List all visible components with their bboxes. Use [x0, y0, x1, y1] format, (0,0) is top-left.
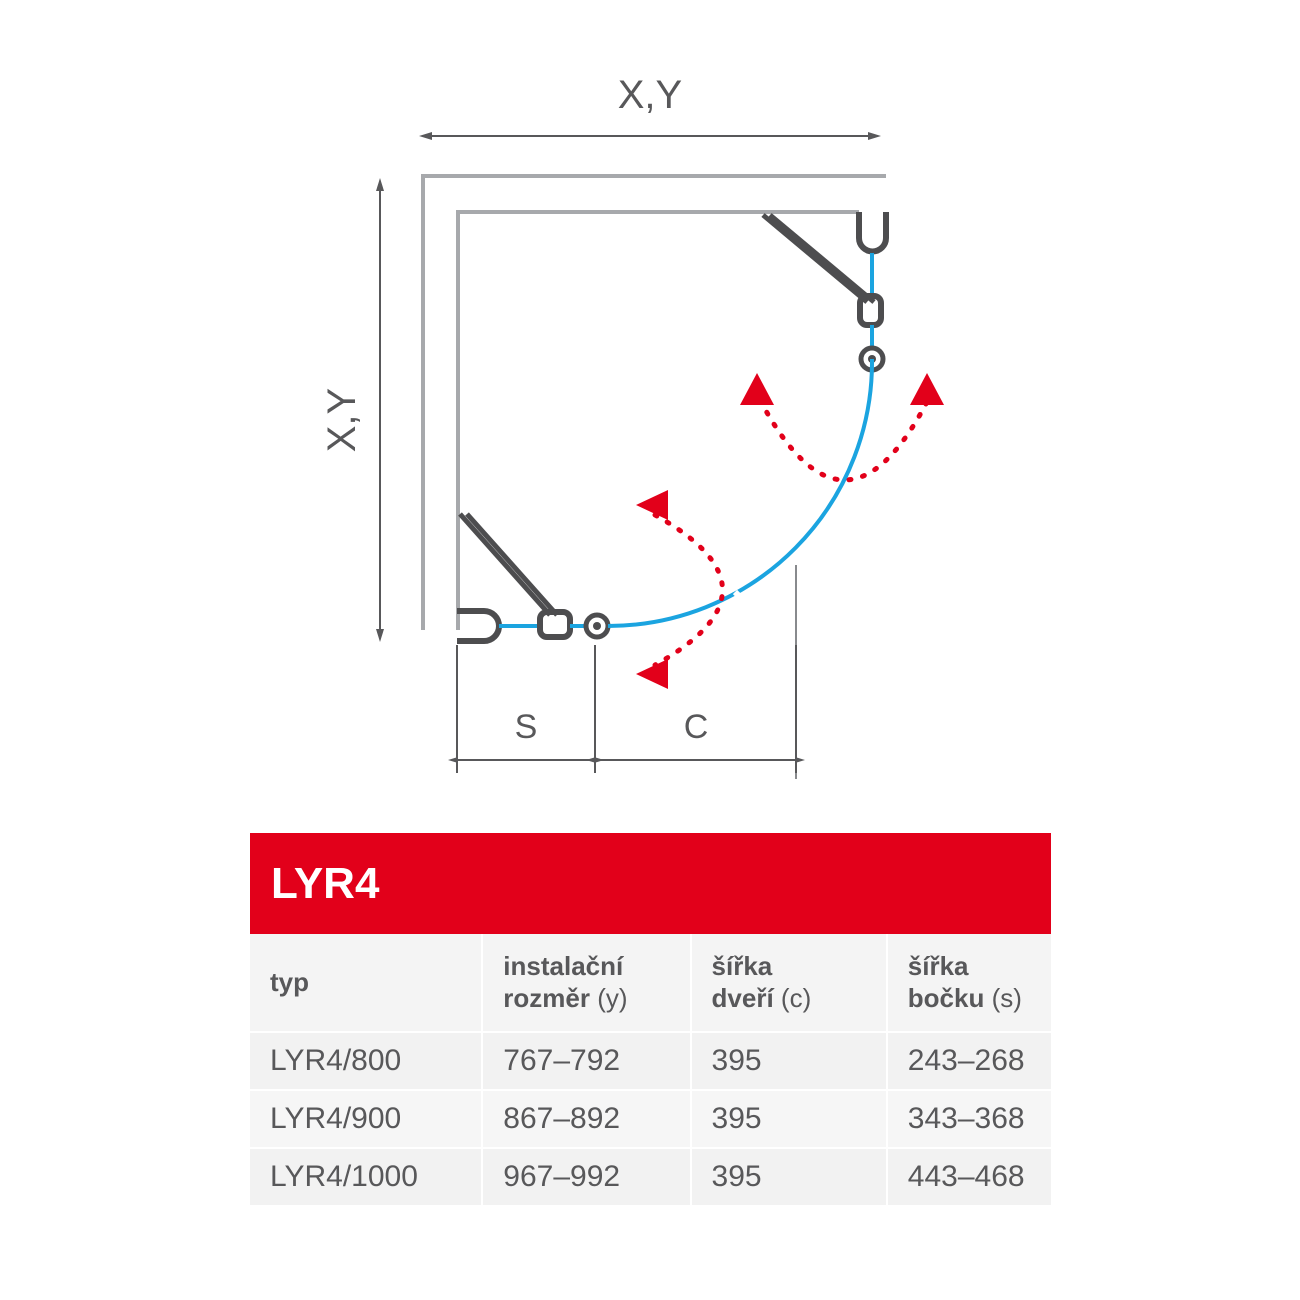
svg-text:S: S	[515, 708, 538, 746]
svg-text:C: C	[684, 708, 709, 746]
svg-text:X,Y: X,Y	[618, 73, 682, 117]
svg-text:X,Y: X,Y	[320, 388, 364, 452]
